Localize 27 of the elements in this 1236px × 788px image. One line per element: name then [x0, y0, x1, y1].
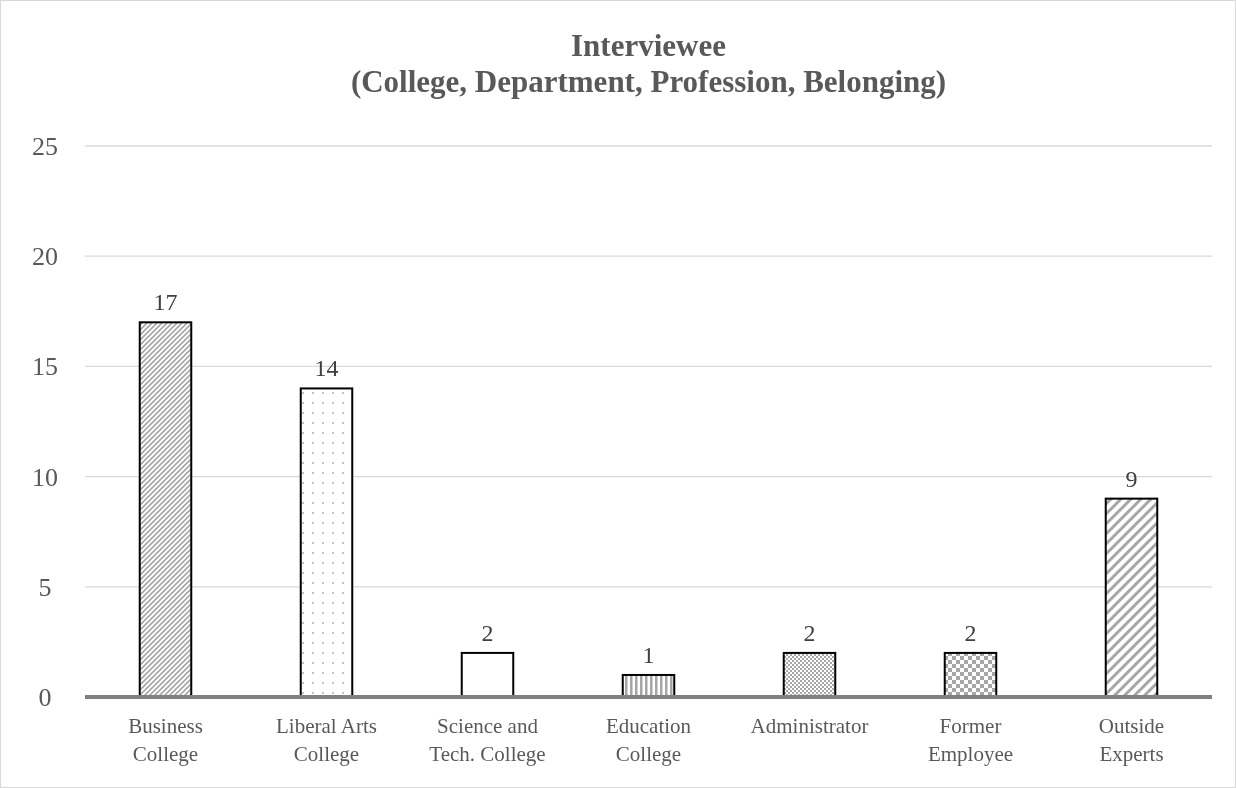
- data-label: 17: [153, 289, 178, 316]
- x-tick-label: Science and Tech. College: [429, 714, 546, 766]
- y-tick-label: 20: [32, 242, 58, 272]
- data-label: 14: [314, 355, 339, 382]
- x-tick-label: Business College: [128, 714, 203, 766]
- bar: [1104, 497, 1159, 698]
- y-tick-label: 10: [32, 462, 58, 492]
- chart-title: Interviewee (College, Department, Profession, Belonging): [350, 28, 947, 99]
- data-label: 2: [481, 619, 494, 646]
- bar: [943, 651, 998, 698]
- bar: [460, 651, 515, 698]
- x-tick-label: Education College: [605, 714, 692, 766]
- bar: [299, 387, 354, 698]
- y-tick-label: 15: [32, 352, 58, 382]
- data-label: 2: [964, 619, 977, 646]
- bar: [138, 321, 193, 698]
- y-tick-label: 25: [32, 132, 58, 161]
- bar: [782, 651, 837, 698]
- data-label: 9: [1125, 465, 1138, 492]
- y-tick-label: 5: [38, 572, 52, 602]
- x-tick-label: Outside Experts: [1098, 714, 1165, 766]
- x-tick-label: Administrator: [750, 714, 869, 738]
- y-tick-label: 0: [38, 683, 52, 712]
- x-tick-label: Liberal Arts College: [276, 714, 377, 766]
- data-label: 1: [642, 641, 655, 668]
- data-label: 2: [803, 619, 816, 646]
- x-tick-label: Former Employee: [927, 714, 1014, 766]
